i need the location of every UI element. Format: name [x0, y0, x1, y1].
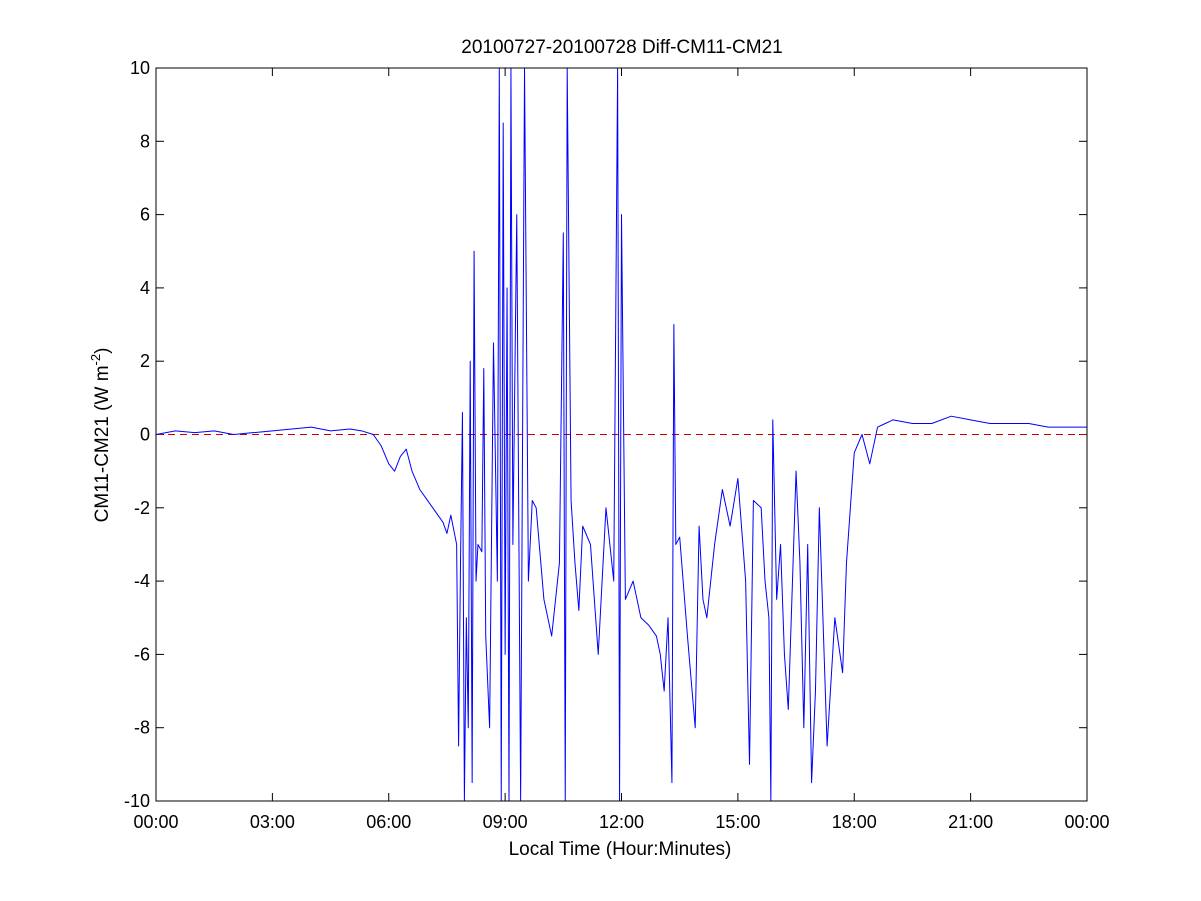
y-tick-label: -8 — [134, 718, 150, 738]
x-tick-label: 12:00 — [599, 812, 644, 832]
x-tick-label: 18:00 — [832, 812, 877, 832]
y-tick-label: 6 — [140, 205, 150, 225]
x-tick-label: 00:00 — [1064, 812, 1109, 832]
plot-area — [156, 68, 1087, 801]
y-tick-label: -4 — [134, 571, 150, 591]
y-tick-label: 4 — [140, 278, 150, 298]
x-tick-label: 21:00 — [948, 812, 993, 832]
x-tick-label: 15:00 — [715, 812, 760, 832]
y-tick-label: 0 — [140, 425, 150, 445]
y-tick-label: -2 — [134, 498, 150, 518]
x-axis-label: Local Time (Hour:Minutes) — [509, 839, 732, 860]
y-tick-label: 8 — [140, 131, 150, 151]
x-tick-label: 06:00 — [366, 812, 411, 832]
y-tick-label: 2 — [140, 351, 150, 371]
series-line — [156, 68, 1087, 801]
x-tick-label: 00:00 — [133, 812, 178, 832]
axis-tick-labels: 00:00 03:00 06:00 09:00 12:00 15:00 18:00 21:00… — [124, 58, 1110, 832]
y-axis-label-main: CM11-CM21 (W m — [92, 365, 113, 522]
series-layer — [156, 68, 1087, 801]
x-tick-label: 03:00 — [250, 812, 295, 832]
x-tick-label: 09:00 — [483, 812, 528, 832]
plot-frame — [155, 67, 1088, 802]
y-axis-label-superscript: -2 — [88, 354, 103, 366]
y-axis-label: CM11-CM21 (W m-2) — [88, 348, 113, 523]
y-tick-label: 10 — [130, 58, 150, 78]
y-tick-label: -6 — [134, 644, 150, 664]
y-axis-label-close: ) — [92, 348, 113, 354]
chart-title: 20100727-20100728 Diff-CM11-CM21 — [461, 37, 782, 58]
y-tick-label: -10 — [124, 791, 150, 811]
